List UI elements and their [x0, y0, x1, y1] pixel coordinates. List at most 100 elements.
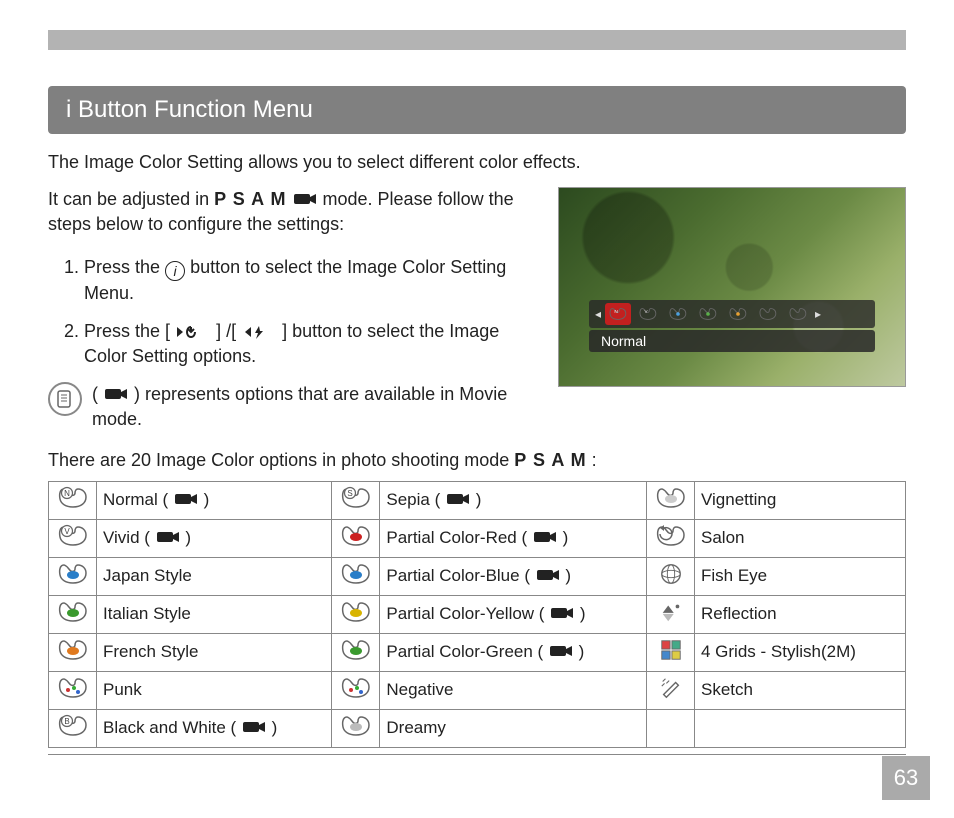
instruction-block: It can be adjusted in P S A M mode. Plea… — [48, 187, 906, 432]
option-label: Salon — [695, 519, 906, 557]
option-icon — [647, 557, 695, 595]
movie-mode-icon — [241, 718, 267, 739]
svg-text:S: S — [347, 489, 352, 498]
option-label: Negative — [380, 671, 647, 709]
strip-left-arrow-icon: ◂ — [595, 307, 601, 321]
step1-pre: Press the — [84, 257, 165, 277]
strip-chip-6 — [755, 303, 781, 325]
modes-psam-icon: P S A M — [514, 450, 586, 470]
color-options-table: N Normal ( ) S Sepia ( ) Vignetting V Vivid ( … — [48, 481, 906, 748]
svg-text:N: N — [64, 489, 70, 498]
svg-text:V: V — [64, 527, 70, 536]
movie-mode-icon — [549, 604, 575, 625]
option-icon — [332, 557, 380, 595]
instruction-text: It can be adjusted in P S A M mode. Plea… — [48, 187, 530, 432]
option-icon: N — [49, 481, 97, 519]
step-1: Press the i button to select the Image C… — [84, 255, 530, 306]
table-row: French Style Partial Color-Green ( ) 4 Gri… — [49, 633, 906, 671]
option-label: Partial Color-Yellow ( ) — [380, 595, 647, 633]
movie-mode-icon — [292, 188, 318, 212]
option-label: Italian Style — [97, 595, 332, 633]
option-label: Normal ( ) — [97, 481, 332, 519]
option-label: Reflection — [695, 595, 906, 633]
option-icon — [332, 595, 380, 633]
table-row: N Normal ( ) S Sepia ( ) Vignetting — [49, 481, 906, 519]
strip-chip-4 — [695, 303, 721, 325]
right-flash-button-icon — [241, 321, 277, 341]
option-label: 4 Grids - Stylish(2M) — [695, 633, 906, 671]
option-label: Vivid ( ) — [97, 519, 332, 557]
option-icon — [332, 709, 380, 747]
option-label: Sketch — [695, 671, 906, 709]
table-row: V Vivid ( ) Partial Color-Red ( ) Salon — [49, 519, 906, 557]
step2-pre: Press the [ — [84, 321, 170, 341]
footer-rule — [48, 754, 906, 755]
movie-mode-note: ( ) represents options that are availabl… — [48, 382, 530, 432]
option-label: Sepia ( ) — [380, 481, 647, 519]
svg-text:V: V — [644, 309, 648, 315]
movie-mode-icon — [155, 528, 181, 549]
option-label: Dreamy — [380, 709, 647, 747]
modes-psam-icon: P S A M — [214, 189, 286, 209]
page-number: 63 — [882, 756, 930, 800]
table-row: Japan Style Partial Color-Blue ( ) Fish Ey… — [49, 557, 906, 595]
step-2: Press the [ ] /[ ] button to select the … — [84, 319, 530, 368]
option-icon: V — [49, 519, 97, 557]
svg-text:B: B — [64, 717, 69, 726]
note-pre: ( — [92, 384, 103, 404]
strip-right-arrow-icon: ▸ — [815, 307, 821, 321]
options-intro-post: : — [592, 450, 597, 470]
option-icon — [647, 595, 695, 633]
svg-text:N: N — [614, 309, 618, 315]
option-icon — [647, 519, 695, 557]
option-icon — [647, 633, 695, 671]
color-option-strip: ◂ N V ▸ — [589, 300, 875, 328]
option-icon — [49, 557, 97, 595]
option-label: Punk — [97, 671, 332, 709]
option-icon — [49, 633, 97, 671]
option-label: Partial Color-Red ( ) — [380, 519, 647, 557]
step2-mid: ] /[ — [216, 321, 236, 341]
camera-lcd-screenshot: ◂ N V ▸ Normal — [558, 187, 906, 387]
strip-chip-vivid: V — [635, 303, 661, 325]
manual-page: i Button Function Menu The Image Color S… — [0, 0, 954, 818]
note-icon — [48, 382, 82, 416]
note-post: ) represents options that are available … — [92, 384, 507, 429]
option-icon — [332, 671, 380, 709]
option-icon: B — [49, 709, 97, 747]
i-button-icon: i — [165, 261, 185, 281]
strip-chip-3 — [665, 303, 691, 325]
option-icon — [647, 671, 695, 709]
table-row: Italian Style Partial Color-Yellow ( ) Ref… — [49, 595, 906, 633]
left-macro-button-icon — [175, 321, 211, 341]
options-intro-pre: There are 20 Image Color options in phot… — [48, 450, 514, 470]
adjust-pre: It can be adjusted in — [48, 189, 214, 209]
option-label: Japan Style — [97, 557, 332, 595]
option-label: Fish Eye — [695, 557, 906, 595]
option-icon — [49, 671, 97, 709]
movie-mode-icon — [173, 490, 199, 511]
movie-mode-icon — [103, 383, 129, 407]
option-icon: S — [332, 481, 380, 519]
option-label: French Style — [97, 633, 332, 671]
option-label: Partial Color-Green ( ) — [380, 633, 647, 671]
section-title: i Button Function Menu — [48, 86, 906, 134]
movie-mode-icon — [532, 528, 558, 549]
intro-text: The Image Color Setting allows you to se… — [48, 152, 906, 173]
option-icon — [647, 481, 695, 519]
movie-mode-icon — [535, 566, 561, 587]
movie-mode-icon — [548, 642, 574, 663]
option-label: Black and White ( ) — [97, 709, 332, 747]
option-icon — [332, 519, 380, 557]
strip-chip-normal: N — [605, 303, 631, 325]
options-intro: There are 20 Image Color options in phot… — [48, 450, 906, 471]
option-icon — [332, 633, 380, 671]
table-row: B Black and White ( ) Dreamy — [49, 709, 906, 747]
movie-mode-icon — [445, 490, 471, 511]
strip-chip-7 — [785, 303, 811, 325]
option-label: Vignetting — [695, 481, 906, 519]
option-icon — [49, 595, 97, 633]
option-label: Partial Color-Blue ( ) — [380, 557, 647, 595]
table-row: Punk Negative Sketch — [49, 671, 906, 709]
strip-chip-5 — [725, 303, 751, 325]
